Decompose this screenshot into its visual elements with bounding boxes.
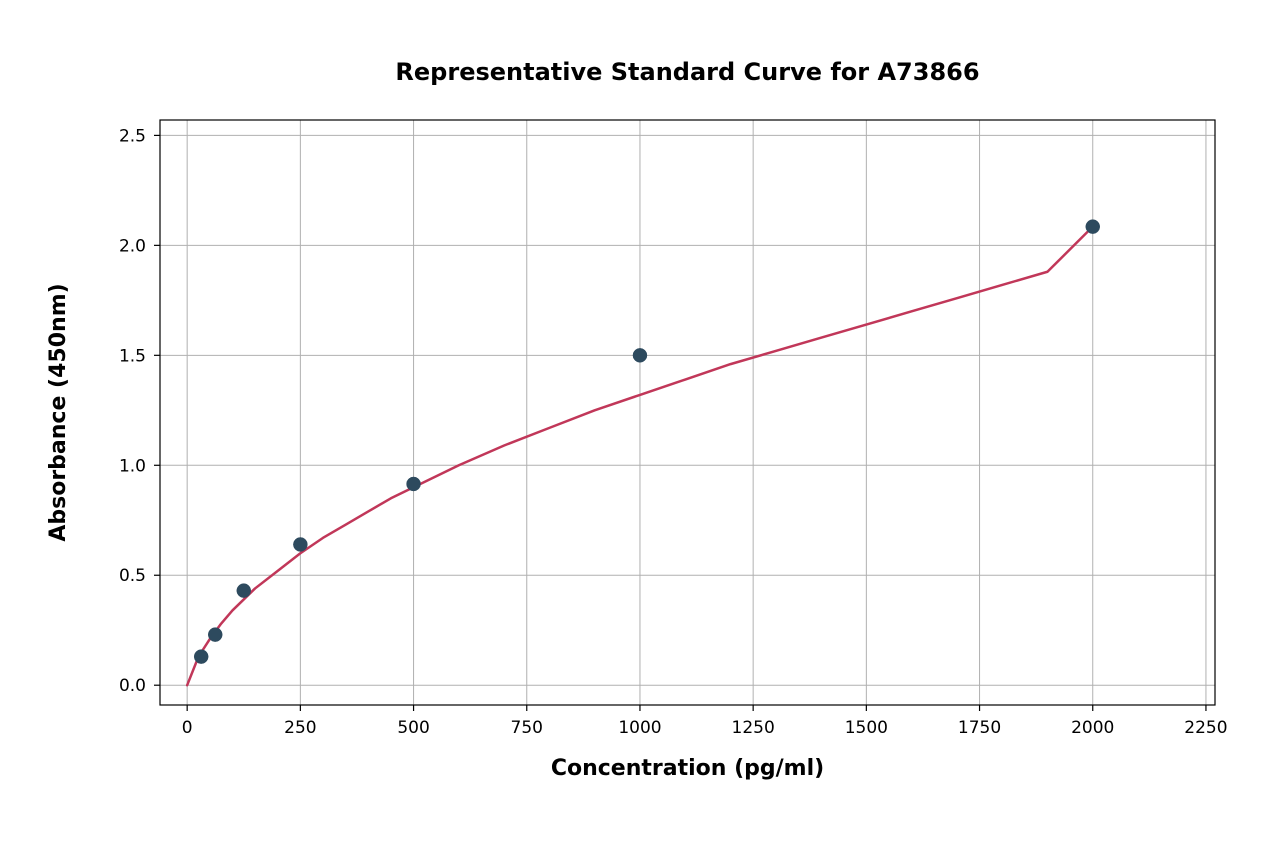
data-point xyxy=(407,477,421,491)
x-tick-label: 1750 xyxy=(958,718,1001,738)
data-point xyxy=(1086,220,1100,234)
y-tick-label: 1.5 xyxy=(119,346,146,366)
data-point xyxy=(293,537,307,551)
x-tick-label: 250 xyxy=(284,718,316,738)
standard-curve-chart: 0 250 500 750 1000 1250 1500 1750 2000 2250 0.0 0.5… xyxy=(0,0,1280,845)
x-tick-label: 0 xyxy=(182,718,193,738)
x-tick-label: 1000 xyxy=(618,718,661,738)
x-tick-label: 1500 xyxy=(845,718,888,738)
data-point xyxy=(633,348,647,362)
data-point xyxy=(237,584,251,598)
data-point xyxy=(208,628,222,642)
y-tick-label: 0.5 xyxy=(119,566,146,586)
x-tick-label: 1250 xyxy=(732,718,775,738)
x-tick-label: 750 xyxy=(511,718,543,738)
data-point xyxy=(194,650,208,664)
x-tick-label: 500 xyxy=(397,718,429,738)
chart-container: 0 250 500 750 1000 1250 1500 1750 2000 2250 0.0 0.5… xyxy=(0,0,1280,845)
y-axis-label: Absorbance (450nm) xyxy=(46,283,71,541)
y-tick-label: 1.0 xyxy=(119,456,146,476)
x-tick-label: 2250 xyxy=(1184,718,1227,738)
x-tick-label: 2000 xyxy=(1071,718,1114,738)
y-tick-label: 2.0 xyxy=(119,236,146,256)
y-tick-label: 2.5 xyxy=(119,126,146,146)
y-tick-label: 0.0 xyxy=(119,676,146,696)
chart-title: Representative Standard Curve for A73866 xyxy=(395,58,979,86)
x-axis-label: Concentration (pg/ml) xyxy=(551,756,824,781)
